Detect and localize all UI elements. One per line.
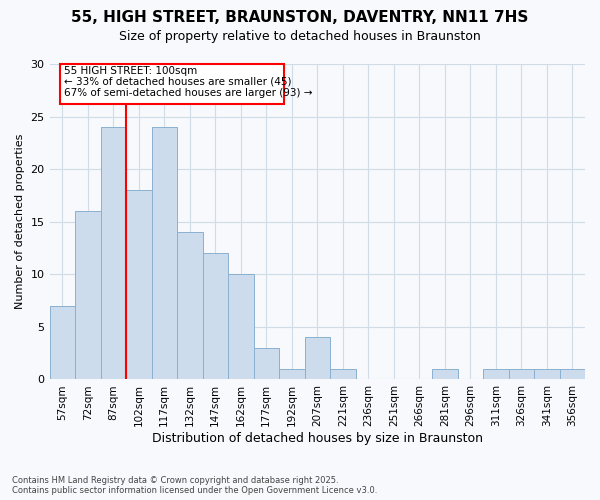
Bar <box>432 369 458 380</box>
Y-axis label: Number of detached properties: Number of detached properties <box>15 134 25 310</box>
Bar <box>60 64 284 104</box>
Text: 55, HIGH STREET, BRAUNSTON, DAVENTRY, NN11 7HS: 55, HIGH STREET, BRAUNSTON, DAVENTRY, NN… <box>71 10 529 25</box>
Bar <box>75 211 101 380</box>
Bar <box>509 369 534 380</box>
Bar <box>534 369 560 380</box>
Text: ← 33% of detached houses are smaller (45): ← 33% of detached houses are smaller (45… <box>64 77 291 87</box>
Bar <box>254 348 279 380</box>
Text: 55 HIGH STREET: 100sqm: 55 HIGH STREET: 100sqm <box>64 66 197 76</box>
Bar <box>50 306 75 380</box>
Bar <box>126 190 152 380</box>
Bar <box>305 338 330 380</box>
Bar <box>203 254 228 380</box>
Text: 67% of semi-detached houses are larger (93) →: 67% of semi-detached houses are larger (… <box>64 88 312 99</box>
Bar <box>279 369 305 380</box>
Bar <box>152 127 177 380</box>
Text: Contains HM Land Registry data © Crown copyright and database right 2025.
Contai: Contains HM Land Registry data © Crown c… <box>12 476 377 495</box>
Bar <box>101 127 126 380</box>
Text: Size of property relative to detached houses in Braunston: Size of property relative to detached ho… <box>119 30 481 43</box>
Bar <box>177 232 203 380</box>
Bar <box>483 369 509 380</box>
X-axis label: Distribution of detached houses by size in Braunston: Distribution of detached houses by size … <box>152 432 483 445</box>
Bar <box>228 274 254 380</box>
Bar <box>560 369 585 380</box>
Bar <box>330 369 356 380</box>
